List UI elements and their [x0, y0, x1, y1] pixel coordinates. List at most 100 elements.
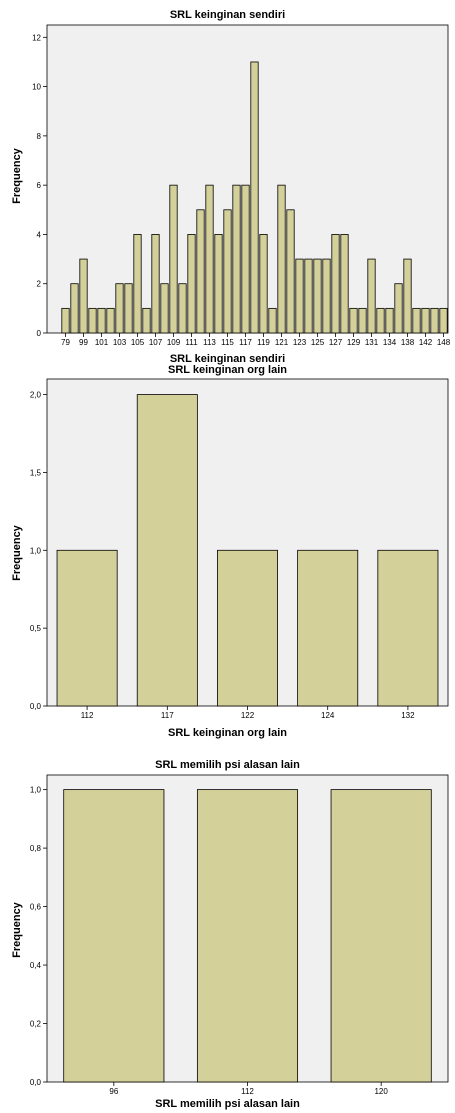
- bar: [241, 184, 250, 334]
- bar: [430, 307, 439, 334]
- x-tick-label: 138: [401, 338, 415, 347]
- bar: [151, 234, 160, 334]
- bar: [250, 61, 259, 334]
- x-tick-label: 117: [161, 711, 174, 720]
- x-axis-label: SRL keinginan org lain: [168, 727, 287, 739]
- bar: [313, 258, 322, 334]
- x-tick-label: 127: [329, 338, 343, 347]
- bar: [214, 234, 223, 334]
- bar: [160, 283, 169, 334]
- bar: [217, 549, 278, 707]
- y-tick-label: 12: [32, 33, 41, 42]
- bar: [88, 307, 97, 334]
- bar: [124, 283, 133, 334]
- bar: [331, 234, 340, 334]
- x-tick-label: 122: [241, 711, 255, 720]
- y-tick-label: 2,0: [30, 391, 42, 400]
- x-tick-label: 99: [79, 338, 88, 347]
- bar: [340, 234, 349, 334]
- x-tick-label: 121: [275, 338, 289, 347]
- x-tick-label: 79: [61, 338, 70, 347]
- bar: [297, 549, 359, 707]
- x-tick-label: 105: [131, 338, 145, 347]
- chart-plot: 0 2 4 6 8 10 12 79 99 101 103 105 107 109 111 113 115 117…: [32, 24, 451, 347]
- x-tick-label: 111: [185, 338, 198, 347]
- bar: [196, 789, 299, 1083]
- bar: [56, 549, 118, 707]
- bar: [97, 307, 106, 334]
- x-tick-label: 124: [321, 711, 335, 720]
- x-tick-label: 131: [365, 338, 379, 347]
- x-tick-label: 134: [383, 338, 397, 347]
- bar: [259, 234, 268, 334]
- x-tick-label: 129: [347, 338, 361, 347]
- bar: [286, 209, 295, 334]
- x-tick-label: 113: [203, 338, 216, 347]
- y-tick-label: 0,2: [30, 1020, 42, 1029]
- bar: [439, 307, 448, 334]
- x-tick-label: 96: [109, 1087, 118, 1096]
- chart-srl-keinginan-org-lain: SRL keinginan org lain Frequency 0,0 0,5 1…: [0, 364, 455, 740]
- bar: [79, 258, 88, 334]
- bar: [178, 283, 187, 334]
- bar: [394, 283, 403, 334]
- bar: [70, 283, 79, 334]
- chart-plot: 0,0 0,5 1,0 1,5 2,0 112 117 122 124 132: [30, 378, 449, 720]
- bar: [115, 283, 124, 334]
- bar: [403, 258, 412, 334]
- x-tick-label: 107: [149, 338, 163, 347]
- y-tick-label: 0: [37, 329, 42, 338]
- chart-title: SRL memilih psi alasan lain: [155, 759, 300, 771]
- y-tick-label: 0,4: [30, 961, 42, 970]
- y-tick-label: 1,0: [30, 546, 42, 555]
- x-tick-label: 119: [257, 338, 270, 347]
- bar: [376, 307, 385, 334]
- x-tick-label: 120: [374, 1087, 388, 1096]
- bar: [205, 184, 214, 334]
- bar: [196, 209, 205, 334]
- bar: [377, 549, 439, 707]
- y-tick-label: 0,6: [30, 903, 42, 912]
- bar: [61, 307, 70, 334]
- bar: [385, 307, 394, 334]
- x-tick-label: 112: [81, 711, 94, 720]
- bar: [349, 307, 358, 334]
- x-tick-label: 125: [311, 338, 325, 347]
- y-tick-label: 0,5: [30, 624, 42, 633]
- bar: [330, 789, 432, 1083]
- x-tick-label: 123: [293, 338, 307, 347]
- bar: [187, 234, 196, 334]
- chart-title: SRL keinginan sendiri: [169, 9, 286, 21]
- bar: [142, 307, 151, 334]
- bar: [322, 258, 331, 334]
- x-tick-label: 142: [419, 338, 433, 347]
- bar: [295, 258, 304, 334]
- y-tick-label: 8: [37, 132, 42, 141]
- bar: [232, 184, 241, 334]
- y-tick-label: 6: [37, 181, 42, 190]
- bar: [358, 307, 367, 334]
- x-tick-label: 132: [401, 711, 415, 720]
- y-tick-label: 0,8: [30, 844, 42, 853]
- x-tick-label: 103: [113, 338, 127, 347]
- x-axis-label: SRL memilih psi alasan lain: [155, 1098, 300, 1110]
- chart-srl-keinginan-sendiri: SRL keinginan sendiri Frequency 0 2 4 6 8 10 1…: [0, 0, 455, 370]
- bar: [277, 184, 286, 334]
- x-axis-label: SRL keinginan sendiri: [169, 353, 286, 365]
- bar: [223, 209, 232, 334]
- x-tick-label: 101: [95, 338, 109, 347]
- y-tick-label: 0,0: [30, 702, 42, 711]
- bar: [133, 234, 142, 334]
- bar: [169, 184, 178, 334]
- bar: [106, 307, 115, 334]
- y-tick-label: 2: [37, 280, 42, 289]
- chart-plot: 0,0 0,2 0,4 0,6 0,8 1,0 96 112 120: [30, 774, 449, 1096]
- bar: [412, 307, 421, 334]
- x-tick-label: 115: [221, 338, 234, 347]
- bar: [63, 789, 165, 1083]
- bar: [304, 258, 313, 334]
- y-tick-label: 0,0: [30, 1078, 42, 1087]
- y-tick-label: 1,5: [30, 468, 42, 477]
- bar: [268, 307, 277, 334]
- chart-title: SRL keinginan org lain: [168, 364, 287, 376]
